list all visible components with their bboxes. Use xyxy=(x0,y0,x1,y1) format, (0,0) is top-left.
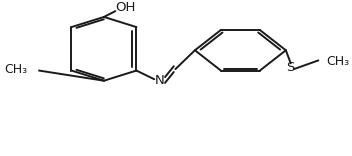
Text: CH₃: CH₃ xyxy=(5,63,28,76)
Text: S: S xyxy=(287,61,295,74)
Text: N: N xyxy=(154,74,164,87)
Text: OH: OH xyxy=(115,1,135,14)
Text: CH₃: CH₃ xyxy=(326,55,350,68)
